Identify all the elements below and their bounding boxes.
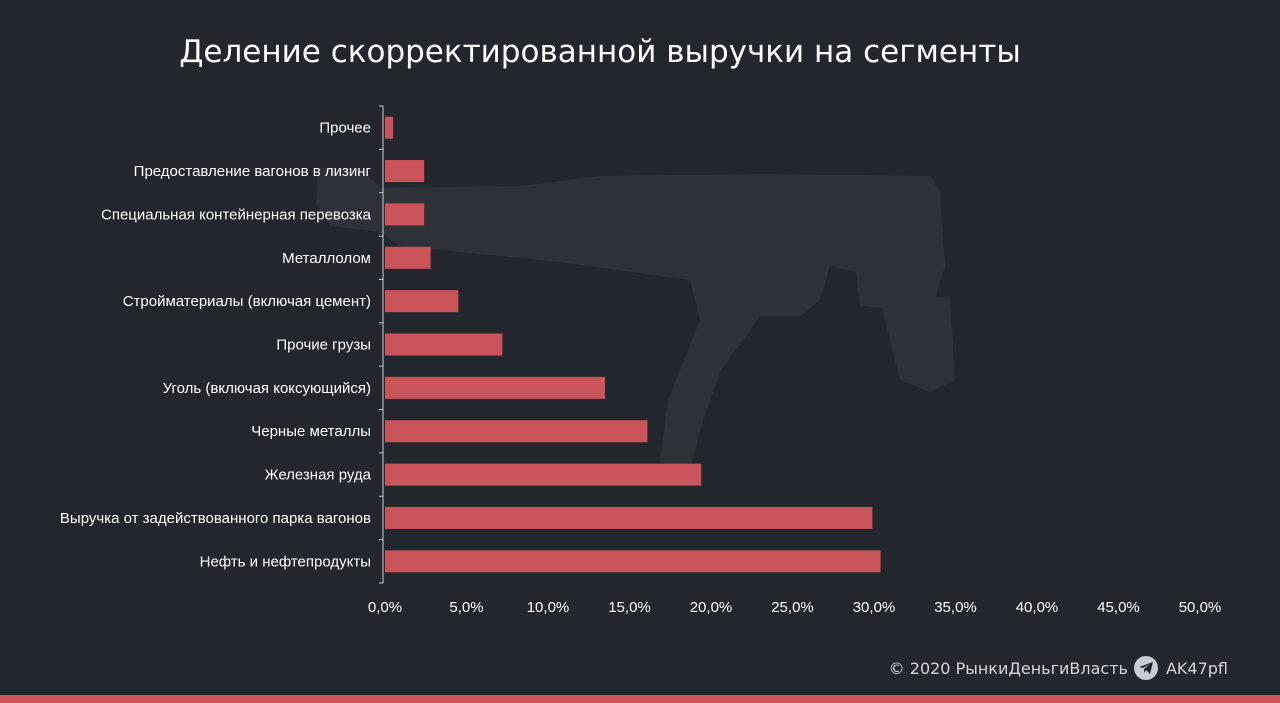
- category-label: Уголь (включая коксующийся): [163, 380, 371, 397]
- copyright-text: © 2020 РынкиДеньгиВласть: [888, 658, 1128, 678]
- category-label: Предоставление вагонов в лизинг: [134, 163, 372, 180]
- bar: [385, 506, 873, 529]
- category-label: Стройматериалы (включая цемент): [123, 293, 371, 310]
- bar: [385, 376, 606, 399]
- category-label: Металлолом: [282, 250, 371, 267]
- x-tick-label: 25,0%: [771, 599, 814, 616]
- telegram-icon[interactable]: [1133, 656, 1158, 680]
- x-tick-label: 35,0%: [934, 599, 977, 616]
- bar: [385, 290, 459, 313]
- category-label: Черные металлы: [251, 423, 371, 440]
- rifle-watermark-icon: [316, 168, 955, 470]
- x-tick-label: 20,0%: [690, 599, 733, 616]
- bar: [385, 203, 425, 226]
- category-label: Нефть и нефтепродукты: [200, 553, 371, 570]
- channel-handle[interactable]: AK47pfl: [1165, 658, 1228, 678]
- x-tick-label: 5,0%: [449, 599, 483, 616]
- category-label: Специальная контейнерная перевозка: [101, 206, 372, 223]
- x-tick-label: 15,0%: [608, 599, 651, 616]
- category-label: Выручка от задействованного парка вагоно…: [60, 510, 371, 527]
- chart-title: Деление скорректированной выручки на сег…: [179, 34, 1021, 70]
- x-tick-label: 0,0%: [368, 599, 402, 616]
- bar: [385, 160, 425, 183]
- x-tick-label: 10,0%: [527, 599, 570, 616]
- category-label: Железная руда: [265, 467, 372, 484]
- x-tick-label: 30,0%: [853, 599, 896, 616]
- bar: [385, 116, 394, 139]
- x-tick-label: 45,0%: [1097, 599, 1140, 616]
- bar: [385, 420, 648, 443]
- bar: [385, 246, 431, 269]
- x-tick-label: 50,0%: [1179, 599, 1222, 616]
- bar: [385, 463, 702, 486]
- bar: [385, 333, 503, 356]
- bar: [385, 550, 881, 573]
- bottom-accent-bar: [0, 695, 1280, 703]
- footer: © 2020 РынкиДеньгиВласть AK47pfl: [889, 656, 1228, 680]
- x-tick-label: 40,0%: [1016, 599, 1059, 616]
- category-label: Прочее: [319, 120, 371, 137]
- category-label: Прочие грузы: [276, 337, 371, 354]
